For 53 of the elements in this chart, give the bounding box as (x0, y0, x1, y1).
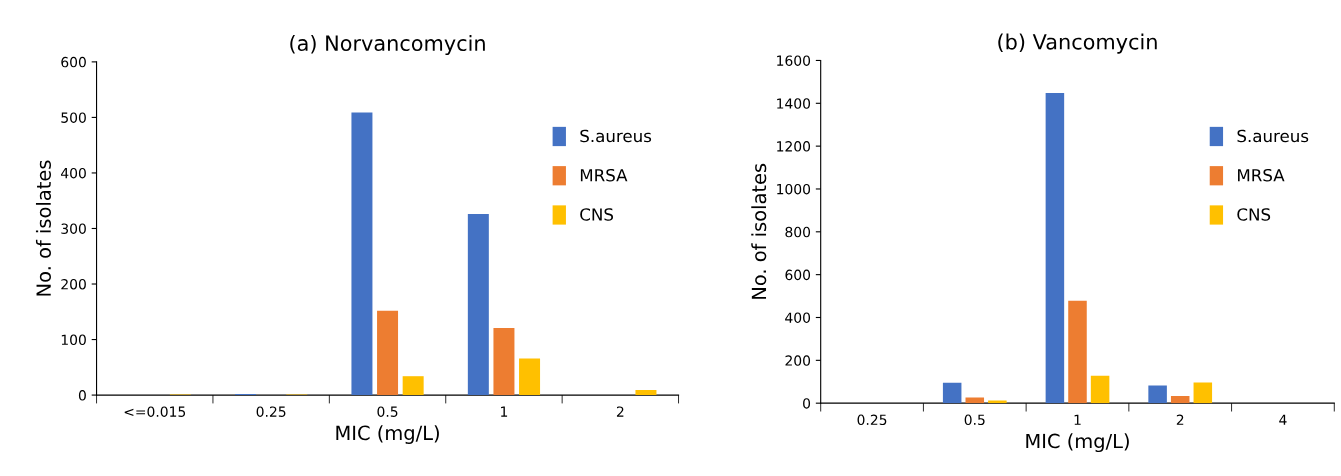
legend-label: CNS (580, 208, 614, 221)
bar (493, 327, 515, 396)
y-tick-label: 200 (61, 278, 86, 290)
y-tick-label: 600 (61, 56, 86, 68)
y-tick-label: 0 (803, 398, 811, 409)
x-tick-label: 0.25 (857, 414, 887, 426)
y-tick-label: 1000 (777, 183, 811, 195)
bar (965, 397, 985, 404)
bar (467, 214, 489, 396)
y-tick-label: 800 (785, 226, 811, 238)
x-axis-title: MIC (mg/L) (1026, 433, 1129, 453)
x-tick-label: 2 (616, 406, 624, 417)
bar (635, 390, 657, 396)
x-tick-label: 0.5 (964, 414, 985, 426)
bar (1170, 396, 1190, 404)
bar (1148, 385, 1167, 404)
y-axis-title: No. of isolates (35, 160, 51, 296)
y-tick-label: 200 (785, 355, 811, 366)
bar (351, 112, 373, 396)
x-tick-label: 1 (1074, 414, 1081, 425)
chart-title: (a) Norvancomycin (290, 34, 485, 56)
y-tick-label: 0 (78, 390, 86, 401)
legend-label: CNS (1237, 208, 1271, 221)
y-tick-label: 1400 (777, 98, 811, 109)
y-tick-label: 600 (785, 269, 811, 281)
y-tick-label: 1600 (777, 55, 811, 66)
y-tick-label: 1200 (777, 141, 811, 152)
bar (519, 358, 541, 396)
legend-label: MRSA (1238, 168, 1285, 182)
x-tick-label: <=0.015 (124, 406, 186, 417)
bar (942, 382, 962, 404)
bar (1090, 375, 1110, 404)
bar (1193, 382, 1213, 404)
y-tick-label: 400 (61, 167, 86, 179)
x-tick-label: 1 (501, 406, 508, 417)
y-axis-title: No. of isolates (751, 163, 767, 299)
bar (377, 310, 399, 396)
legend-label: MRSA (580, 168, 628, 182)
bar (1045, 93, 1065, 404)
y-tick-label: 400 (785, 312, 811, 323)
legend-label: S.aureus (580, 129, 652, 143)
x-tick-label: 0.5 (377, 406, 398, 417)
x-tick-label: 2 (1176, 414, 1184, 425)
y-tick-label: 500 (61, 112, 86, 123)
x-tick-label: 4 (1279, 414, 1287, 425)
y-tick-label: 300 (61, 223, 86, 234)
legend-label: S.aureus (1237, 129, 1309, 143)
x-tick-label: 0.25 (256, 406, 286, 417)
bar (1068, 300, 1087, 404)
y-tick-label: 100 (61, 334, 86, 346)
bar (402, 376, 424, 396)
chart-title: (b) Vancomycin (998, 33, 1157, 54)
x-axis-title: MIC (mg/L) (336, 425, 439, 445)
